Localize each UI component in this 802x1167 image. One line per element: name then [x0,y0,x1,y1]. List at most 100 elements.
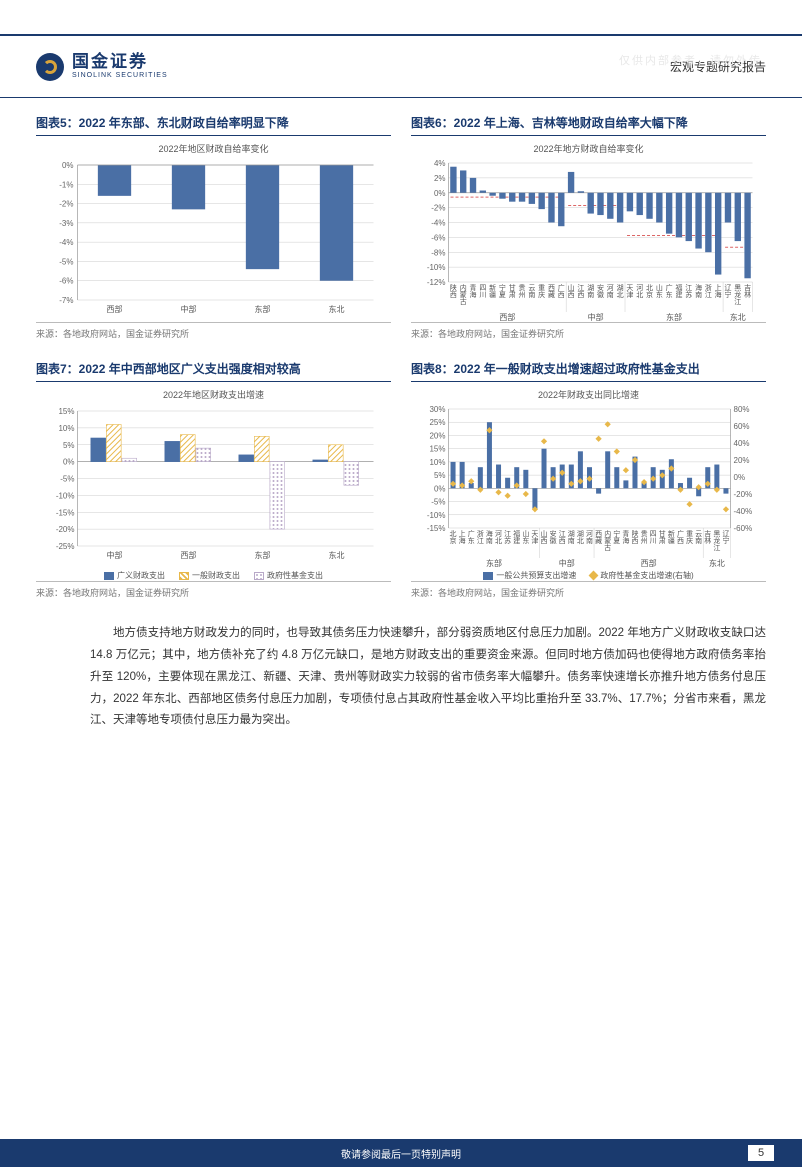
svg-text:-5%: -5% [59,257,73,266]
svg-text:河北: 河北 [495,530,502,545]
svg-text:辽宁: 辽宁 [722,530,729,545]
chart7-legend: 广义财政支出一般财政支出政府性基金支出 [36,568,391,581]
svg-text:宁夏: 宁夏 [613,529,620,545]
svg-text:-4%: -4% [59,238,73,247]
svg-text:-15%: -15% [427,524,446,533]
svg-text:重庆: 重庆 [538,284,545,299]
svg-text:云南: 云南 [528,284,535,299]
svg-text:甘肃: 甘肃 [509,283,516,299]
watermark: 仅供内部参考，请勿外传 [619,52,762,68]
svg-text:黑龙江: 黑龙江 [734,284,741,306]
svg-text:-60%: -60% [734,524,753,533]
svg-text:辽宁: 辽宁 [724,284,731,299]
svg-text:浙江: 浙江 [477,529,484,545]
svg-text:东北: 东北 [329,550,345,560]
svg-text:-5%: -5% [60,475,74,484]
svg-text:湖北: 湖北 [577,529,584,545]
chart5-subtitle: 2022年地区财政自给率变化 [36,138,391,157]
svg-text:新疆: 新疆 [668,529,675,545]
svg-text:东北: 东北 [730,312,746,322]
svg-text:广西: 广西 [558,283,565,299]
svg-text:0%: 0% [62,161,74,170]
chart8-title: 图表8：2022 年一般财政支出增速超过政府性基金支出 [411,356,766,382]
svg-text:海南: 海南 [695,283,702,299]
logo-text-en: SINOLINK SECURITIES [72,72,168,80]
svg-text:15%: 15% [429,445,445,454]
svg-text:东部: 东部 [255,304,271,314]
svg-text:江西: 江西 [577,284,584,299]
svg-text:陕西: 陕西 [450,283,457,299]
chart7-subtitle: 2022年地区财政支出增速 [36,384,391,403]
svg-text:-10%: -10% [427,263,446,272]
svg-text:25%: 25% [429,418,445,427]
svg-text:广东: 广东 [666,283,673,299]
svg-text:30%: 30% [429,405,445,414]
svg-text:上海: 上海 [715,283,722,299]
svg-text:吉林: 吉林 [704,530,711,545]
chart5-title: 图表5：2022 年东部、东北财政自给率明显下降 [36,110,391,136]
svg-text:-10%: -10% [56,491,75,500]
svg-text:重庆: 重庆 [686,530,693,545]
svg-text:北京: 北京 [450,530,457,545]
svg-text:安徽: 安徽 [550,529,557,545]
svg-text:浙江: 浙江 [705,283,712,299]
chart5: 图表5：2022 年东部、东北财政自给率明显下降 2022年地区财政自给率变化 … [36,110,391,350]
svg-text:宁夏: 宁夏 [499,283,506,299]
svg-text:西藏: 西藏 [548,284,555,299]
chart8-source: 来源：各地政府网站，国金证券研究所 [411,581,766,609]
svg-text:5%: 5% [434,471,446,480]
chart8-legend: 一般公共预算支出增速政府性基金支出增速(右轴) [411,568,766,581]
svg-text:湖南: 湖南 [568,529,575,545]
chart7-title: 图表7：2022 年中西部地区广义支出强度相对较高 [36,356,391,382]
svg-text:西部: 西部 [641,558,657,568]
svg-text:黑龙江: 黑龙江 [713,530,720,552]
svg-text:-20%: -20% [56,525,75,534]
svg-text:-20%: -20% [734,490,753,499]
chart8: 图表8：2022 年一般财政支出增速超过政府性基金支出 2022年财政支出同比增… [411,356,766,609]
svg-text:-15%: -15% [56,508,75,517]
svg-text:东北: 东北 [329,304,345,314]
page-footer: 敬请参阅最后一页特别声明 5 [0,1139,802,1167]
svg-text:湖北: 湖北 [617,283,624,299]
svg-text:四川: 四川 [650,530,657,545]
svg-text:-12%: -12% [427,278,446,287]
svg-text:20%: 20% [734,456,750,465]
svg-text:青海: 青海 [622,529,629,545]
svg-text:5%: 5% [63,441,75,450]
svg-text:上海: 上海 [459,529,466,545]
svg-text:4%: 4% [434,159,446,168]
svg-text:西部: 西部 [181,550,197,560]
svg-text:-3%: -3% [59,219,73,228]
svg-text:广东: 广东 [468,529,475,545]
svg-text:东部: 东部 [486,558,502,568]
svg-text:福建: 福建 [675,283,682,299]
svg-text:-4%: -4% [431,219,445,228]
svg-text:40%: 40% [734,439,750,448]
svg-text:甘肃: 甘肃 [659,529,666,545]
svg-text:福建: 福建 [513,529,520,545]
svg-text:10%: 10% [58,424,74,433]
svg-text:0%: 0% [434,484,446,493]
chart7-source: 来源：各地政府网站，国金证券研究所 [36,581,391,609]
chart6-source: 来源：各地政府网站，国金证券研究所 [411,322,766,350]
svg-text:东部: 东部 [255,550,271,560]
page-number: 5 [748,1145,774,1161]
svg-text:-7%: -7% [59,296,73,305]
svg-text:-6%: -6% [59,277,73,286]
svg-text:湖南: 湖南 [587,283,594,299]
svg-text:新疆: 新疆 [489,283,496,299]
svg-text:河南: 河南 [586,530,593,545]
svg-text:东北: 东北 [709,558,725,568]
svg-text:-1%: -1% [59,180,73,189]
svg-text:-2%: -2% [59,200,73,209]
svg-text:山东: 山东 [656,283,663,299]
svg-text:-25%: -25% [56,542,75,551]
content-area: 图表5：2022 年东部、东北财政自给率明显下降 2022年地区财政自给率变化 … [0,98,802,732]
svg-text:15%: 15% [58,407,74,416]
svg-text:10%: 10% [429,458,445,467]
svg-text:河南: 河南 [607,284,614,299]
svg-text:陕西: 陕西 [631,529,638,545]
svg-text:天津: 天津 [531,530,538,545]
svg-text:江西: 江西 [559,530,566,545]
svg-text:天津: 天津 [626,284,633,299]
